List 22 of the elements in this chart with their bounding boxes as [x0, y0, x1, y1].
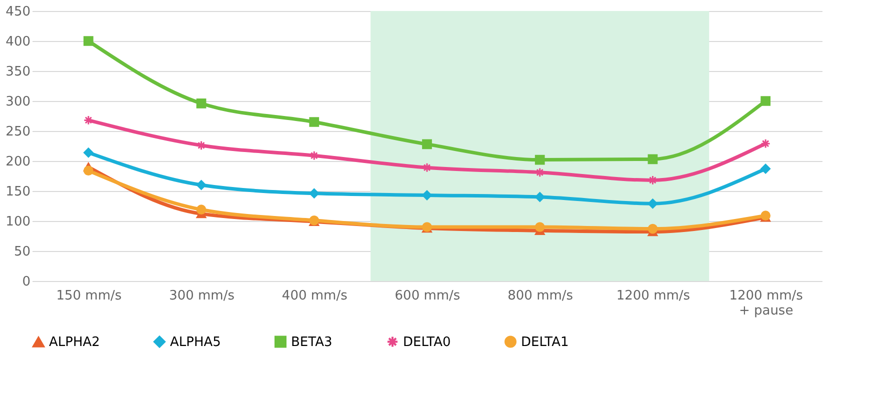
y-tick-label: 250	[6, 124, 30, 140]
y-tick-label: 50	[14, 244, 30, 260]
y-tick-label: 0	[22, 274, 30, 290]
y-tick-label: 300	[6, 94, 30, 110]
x-tick-label: 600 mm/s	[394, 288, 460, 304]
legend-label: DELTA0	[403, 334, 451, 350]
y-tick-label: 200	[6, 154, 30, 170]
x-tick-label: 150 mm/s	[56, 288, 122, 304]
legend-label: ALPHA2	[49, 335, 100, 350]
y-tick-label: 400	[6, 34, 30, 50]
y-tick-label: 100	[6, 214, 30, 230]
legend-label: ALPHA5	[170, 334, 221, 350]
y-tick-label: 150	[6, 184, 30, 200]
x-tick-label: 400 mm/s	[282, 288, 348, 304]
y-tick-label: 450	[6, 4, 30, 20]
x-tick-label: 800 mm/s	[508, 288, 574, 304]
legend-label: DELTA1	[521, 334, 569, 350]
x-tick-label: 300 mm/s	[169, 288, 235, 304]
y-tick-label: 350	[6, 64, 30, 80]
x-tick-label: 1200 mm/s + pause	[729, 288, 804, 318]
x-tick-label: 1200 mm/s	[616, 288, 690, 304]
legend-label: BETA3	[291, 334, 332, 350]
